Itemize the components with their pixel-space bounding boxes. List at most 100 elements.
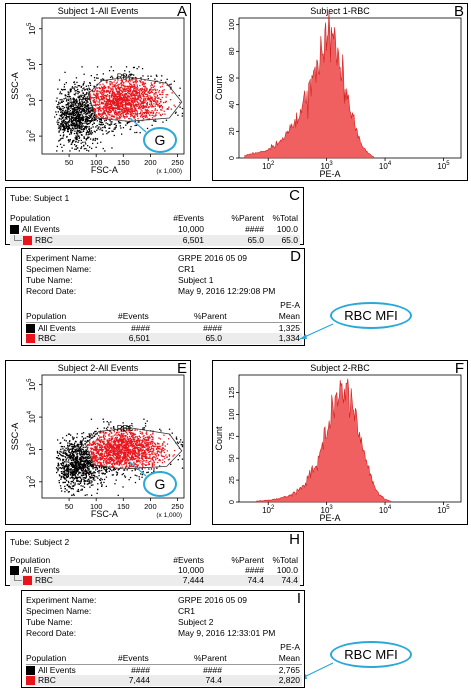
all-events-dot	[97, 488, 99, 490]
all-events-dot	[63, 106, 66, 109]
rbc-event-dot	[100, 98, 103, 100]
rbc-event-dot	[127, 448, 130, 450]
rbc-event-dot	[134, 443, 137, 445]
all-events-dot	[57, 458, 59, 460]
rbc-event-dot	[131, 439, 133, 442]
all-events-dot	[61, 465, 64, 467]
rbc-event-dot	[124, 93, 126, 96]
all-events-dot	[74, 460, 76, 462]
rbc-event-dot	[113, 91, 115, 93]
rbc-event-dot	[154, 452, 156, 454]
all-events-dot	[128, 71, 131, 73]
all-events-dot	[74, 474, 76, 476]
all-events-dot	[93, 474, 96, 477]
all-events-dot	[81, 99, 83, 101]
rbc-event-dot	[143, 456, 145, 458]
rbc-event-dot	[134, 114, 136, 116]
all-events-dot	[59, 107, 62, 109]
rbc-event-dot	[143, 97, 145, 100]
all-events-dot	[75, 90, 77, 92]
rbc-event-dot	[115, 98, 117, 100]
rbc-event-dot	[96, 460, 98, 462]
all-events-dot	[77, 466, 79, 469]
all-events-dot	[81, 104, 83, 106]
all-events-dot	[81, 436, 83, 438]
all-events-dot	[88, 136, 90, 138]
all-events-dot	[85, 132, 88, 134]
all-events-dot	[80, 453, 82, 455]
rbc-event-dot	[152, 98, 154, 100]
all-events-dot	[61, 98, 63, 101]
all-events-dot	[76, 443, 79, 445]
rbc-event-dot	[146, 456, 148, 458]
rbc-event-dot	[96, 446, 98, 448]
all-events-dot	[122, 74, 124, 76]
rbc-event-dot	[99, 108, 101, 110]
all-events-dot	[165, 119, 168, 121]
all-events-dot	[71, 147, 73, 149]
events-value: 10,000	[178, 224, 204, 234]
all-events-dot	[62, 462, 65, 464]
rbc-event-dot	[103, 95, 105, 97]
rbc-event-dot	[153, 94, 155, 96]
all-events-dot	[101, 484, 103, 486]
all-events-dot	[75, 127, 77, 130]
all-events-dot	[96, 468, 98, 470]
rbc-event-dot	[125, 102, 127, 104]
rbc-event-dot	[121, 108, 123, 110]
rbc-event-dot	[117, 118, 119, 120]
all-events-dot	[85, 128, 87, 130]
rbc-event-dot	[115, 456, 117, 458]
dot-plot-title: Subject 1-All Events	[57, 6, 139, 16]
rbc-event-dot	[133, 97, 135, 99]
rbc-event-dot	[95, 89, 97, 91]
all-events-dot	[148, 468, 150, 470]
all-events-dot	[86, 102, 88, 104]
rbc-event-dot	[130, 450, 132, 452]
all-events-dot	[75, 467, 77, 469]
rbc-event-dot	[114, 79, 116, 81]
all-events-dot	[62, 137, 64, 139]
all-events-dot	[73, 119, 75, 121]
rbc-event-dot	[126, 466, 128, 468]
rbc-event-dot	[105, 447, 107, 449]
all-events-dot	[62, 105, 64, 108]
rbc-event-dot	[140, 79, 142, 81]
all-events-dot	[90, 418, 93, 420]
rbc-event-dot	[112, 115, 115, 118]
rbc-event-dot	[136, 113, 139, 115]
all-events-dot	[90, 131, 92, 133]
all-events-dot	[122, 473, 125, 475]
rbc-event-dot	[103, 458, 106, 460]
all-events-dot	[69, 88, 72, 90]
all-events-dot	[70, 119, 72, 121]
rbc-event-dot	[115, 85, 117, 87]
rbc-event-dot	[123, 438, 125, 440]
rbc-event-dot	[88, 94, 91, 96]
all-events-dot	[74, 94, 76, 96]
rbc-event-dot	[160, 451, 162, 453]
all-events-dot	[70, 107, 72, 109]
rbc-event-dot	[130, 103, 132, 106]
all-events-dot	[62, 448, 64, 450]
rbc-event-dot	[125, 114, 128, 116]
rbc-event-dot	[119, 455, 121, 457]
events-value: 6,501	[182, 235, 204, 245]
rbc-event-dot	[106, 103, 108, 106]
rbc-event-dot	[117, 446, 119, 448]
rbc-event-dot	[134, 100, 136, 102]
rbc-event-dot	[136, 80, 138, 82]
rbc-event-dot	[126, 457, 128, 460]
all-events-dot	[67, 107, 70, 109]
rbc-event-dot	[105, 80, 107, 82]
all-events-dot	[75, 441, 77, 443]
rbc-event-dot	[108, 434, 110, 436]
rbc-event-dot	[126, 97, 128, 99]
rbc-event-dot	[152, 438, 154, 440]
rbc-event-dot	[98, 97, 100, 99]
rbc-event-dot	[134, 109, 136, 111]
rbc-event-dot	[119, 111, 121, 113]
rbc-event-dot	[116, 431, 119, 433]
rbc-event-dot	[141, 457, 144, 459]
all-events-dot	[69, 91, 72, 93]
